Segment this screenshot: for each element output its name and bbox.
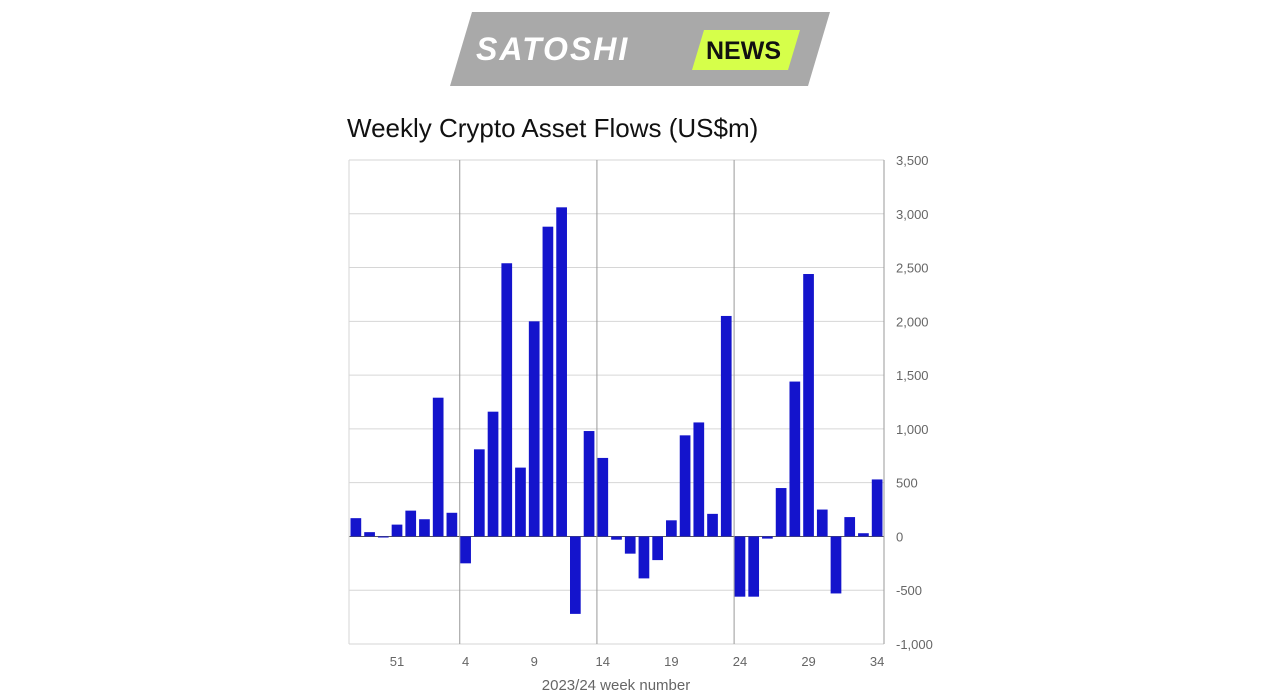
y-tick-label: -500 — [896, 583, 922, 598]
bar — [775, 488, 787, 537]
bar — [597, 457, 609, 537]
x-tick-label: 19 — [664, 654, 678, 669]
bar — [583, 431, 595, 537]
bar — [473, 449, 485, 537]
logo-brand-text: SATOSHI — [476, 31, 629, 67]
bar — [391, 524, 403, 537]
bar — [679, 435, 691, 537]
y-tick-label: 1,000 — [896, 422, 929, 437]
x-axis-label: 2023/24 week number — [542, 677, 690, 694]
bar — [666, 520, 677, 537]
bar — [720, 315, 732, 537]
bar — [748, 536, 760, 597]
logo-news-badge — [692, 30, 800, 70]
y-tick-label: -1,000 — [896, 637, 933, 652]
axis-layer: -1,000 -500 0 500 1,000 1,500 2,000 2,500 3,000 3… — [390, 153, 933, 669]
bar — [789, 381, 801, 537]
chart-title: Weekly Crypto Asset Flows (US$m) — [347, 113, 759, 143]
x-tick-label: 34 — [870, 654, 884, 669]
x-tick-label: 4 — [462, 654, 469, 669]
y-tick-label: 0 — [896, 529, 903, 544]
bar — [871, 479, 883, 537]
bar — [693, 422, 705, 537]
bar — [515, 467, 526, 537]
bar — [432, 397, 444, 537]
bar — [528, 321, 540, 537]
y-tick-label: 3,500 — [896, 153, 929, 168]
y-tick-label: 500 — [896, 476, 918, 491]
bar — [556, 207, 567, 537]
bar — [542, 226, 554, 537]
y-tick-label: 1,500 — [896, 368, 929, 383]
bar — [446, 512, 458, 537]
y-tick-label: 3,000 — [896, 207, 929, 222]
bar — [858, 533, 869, 537]
y-tick-label: 2,500 — [896, 261, 929, 276]
logo-badge-text: NEWS — [706, 37, 781, 65]
x-tick-label: 29 — [801, 654, 815, 669]
grid-layer — [348, 159, 885, 645]
y-tick-label: 2,000 — [896, 314, 929, 329]
bar — [830, 536, 842, 594]
x-tick-label: 14 — [596, 654, 610, 669]
bar — [460, 536, 471, 564]
satoshi-news-logo: SATOSHI NEWS — [450, 12, 830, 86]
bar — [762, 536, 773, 539]
bar — [569, 536, 581, 614]
bar — [844, 517, 856, 537]
x-tick-label: 9 — [531, 654, 538, 669]
bar — [611, 536, 622, 540]
bar — [501, 263, 513, 537]
bar — [734, 536, 746, 597]
x-tick-label: 51 — [390, 654, 404, 669]
bar — [487, 411, 499, 537]
bars-layer — [350, 207, 883, 614]
bar — [419, 519, 430, 537]
bar — [816, 509, 828, 537]
bar — [405, 510, 417, 537]
bar — [803, 274, 814, 537]
bar — [377, 536, 389, 538]
bar — [364, 532, 375, 537]
bar — [638, 536, 650, 579]
bar — [707, 513, 718, 537]
x-tick-label: 24 — [733, 654, 747, 669]
bar — [652, 536, 664, 561]
bar — [624, 536, 636, 554]
bar — [350, 518, 362, 537]
